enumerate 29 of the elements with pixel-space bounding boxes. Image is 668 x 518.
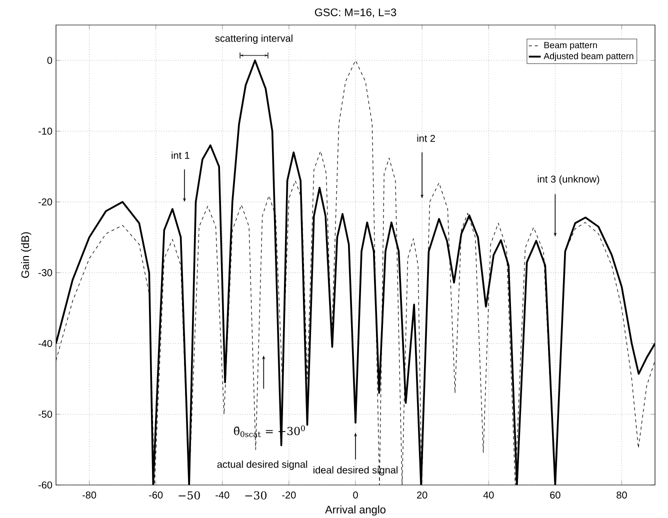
- annotation: int 3 (unknow): [538, 175, 600, 185]
- annotation: ideal desired signal: [314, 466, 398, 476]
- y-tick-label: -60: [38, 481, 52, 489]
- y-tick-label: -30: [38, 269, 52, 276]
- x-tick-label: -20: [282, 492, 296, 499]
- annotation: int 1: [172, 152, 190, 159]
- y-axis-title: Gain (dB): [21, 232, 32, 278]
- x-axis-title: Arrival anglo: [325, 505, 386, 516]
- x-tick-label: 20: [417, 492, 428, 499]
- y-tick-label: 0: [47, 56, 52, 64]
- x-tick-label: 40: [483, 492, 494, 499]
- x-tick-label: 60: [550, 492, 560, 499]
- x-tick-label: -80: [82, 492, 96, 499]
- annotation: scattering interval: [215, 34, 292, 44]
- annotation: actual desired signal: [217, 460, 308, 470]
- chart-title: GSC: M=16, L=3: [314, 8, 396, 18]
- y-tick-label: -40: [38, 340, 52, 347]
- x-tick-label: -40: [216, 492, 230, 499]
- legend-label: Adjusted beam pattern: [544, 52, 634, 61]
- legend-label: Beam pattern: [544, 42, 597, 50]
- text: −30: [245, 491, 266, 500]
- x-tick-label: 0: [353, 492, 358, 499]
- text: −50: [178, 491, 200, 500]
- x-tick-label: -60: [149, 492, 163, 499]
- y-tick-label: -20: [38, 198, 52, 206]
- y-tick-label: -10: [38, 128, 52, 135]
- annotation: int 2: [417, 134, 435, 142]
- y-tick-label: -50: [38, 410, 52, 418]
- x-tick-label: 80: [616, 492, 627, 499]
